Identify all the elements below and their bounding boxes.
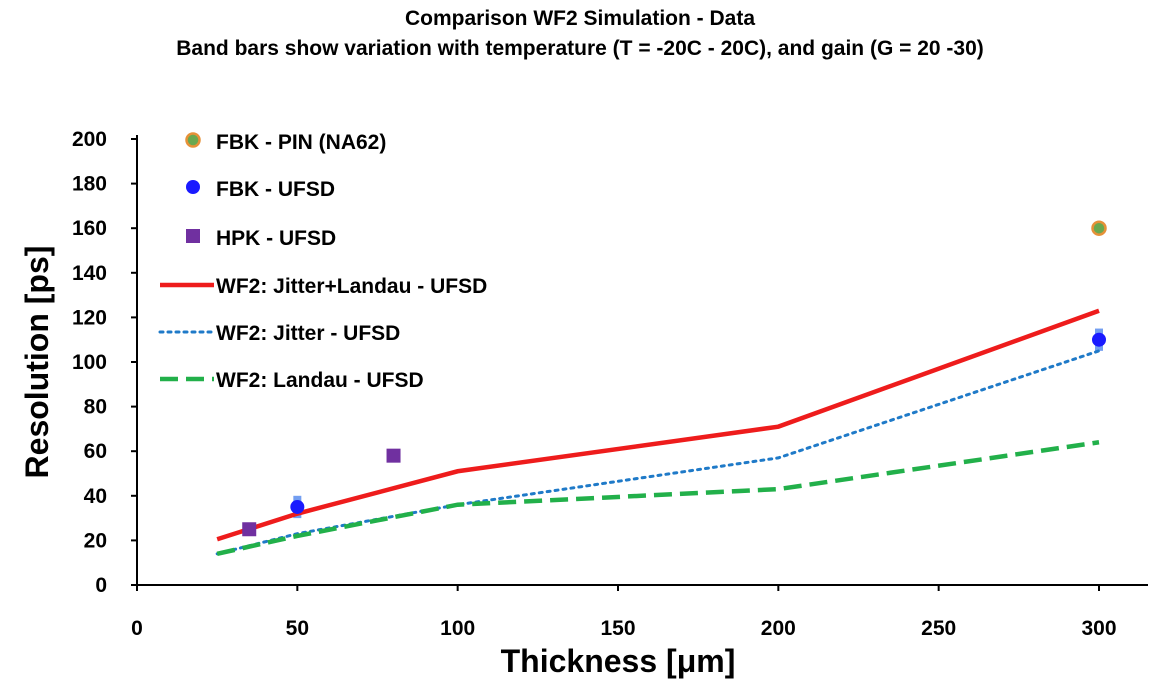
y-tick-label: 160 [72, 217, 107, 240]
legend-label: HPK - UFSD [216, 227, 336, 250]
x-tick-label: 300 [1081, 617, 1116, 640]
y-tick-label: 40 [84, 485, 107, 508]
x-tick-label: 200 [761, 617, 796, 640]
axes [136, 135, 1148, 586]
y-tick-label: 60 [84, 440, 107, 463]
y-tick-label: 200 [72, 128, 107, 151]
legend-label: FBK - UFSD [216, 178, 335, 201]
y-tick-label: 80 [84, 396, 107, 419]
band-bars [245, 328, 1103, 534]
x-tick-label: 0 [131, 617, 143, 640]
x-tick-label: 250 [921, 617, 956, 640]
x-tick-label: 100 [440, 617, 475, 640]
legend-marker [185, 132, 201, 148]
series-lines [215, 308, 1101, 556]
y-axis-label: Resolution [ps] [19, 246, 55, 479]
x-tick-label: 150 [600, 617, 635, 640]
series-points [242, 220, 1107, 537]
series-line [216, 440, 1100, 556]
series-line [216, 308, 1100, 542]
y-tick-label: 180 [72, 173, 107, 196]
legend-label: WF2: Jitter+Landau - UFSD [216, 275, 487, 298]
data-point [1091, 220, 1107, 236]
chart-title-block: Comparison WF2 Simulation - Data Band ba… [0, 4, 1160, 64]
data-point [386, 448, 401, 463]
y-tick-label: 140 [72, 262, 107, 285]
legend-marker [186, 180, 200, 194]
x-axis-label: Thickness [μm] [501, 643, 736, 679]
legend: FBK - PIN (NA62) FBK - UFSD HPK - UFSD WF2:… [158, 131, 487, 392]
legend-label: WF2: Landau - UFSD [216, 369, 424, 392]
x-tick-label: 50 [286, 617, 309, 640]
chart-subtitle: Band bars show variation with temperatur… [176, 37, 984, 60]
data-point [1092, 332, 1106, 347]
legend-label: FBK - PIN (NA62) [216, 131, 386, 154]
data-point [290, 499, 305, 514]
chart-title: Comparison WF2 Simulation - Data [404, 7, 756, 30]
data-point [242, 522, 257, 537]
legend-label: WF2: Jitter - UFSD [216, 322, 400, 345]
y-tick-label: 100 [72, 351, 107, 374]
legend-marker [186, 229, 200, 243]
y-tick-label: 0 [95, 574, 107, 597]
y-tick-label: 20 [84, 529, 107, 552]
ticks: 0 20 40 60 80 100 120 140 160 180 200 0 50 100 150 200 2… [72, 128, 1117, 640]
y-tick-label: 120 [72, 306, 107, 329]
